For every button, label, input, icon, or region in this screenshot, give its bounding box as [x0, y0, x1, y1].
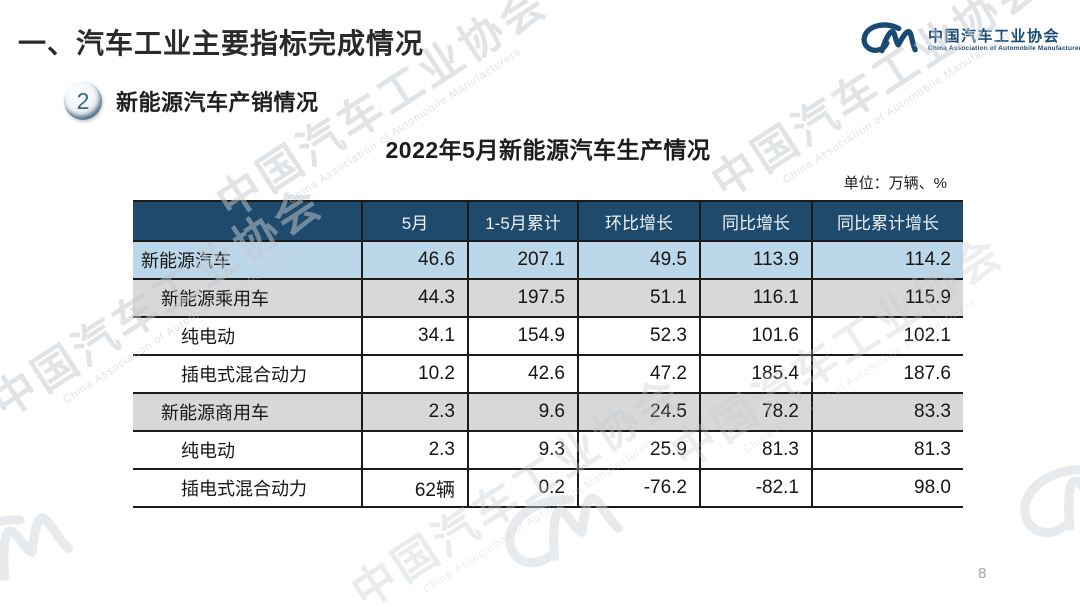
section-heading: 2 新能源汽车产销情况: [64, 82, 319, 120]
table-cell: 78.2: [699, 392, 813, 432]
table-row-commercial-phev: 插电式混合动力 62辆 0.2 -76.2 -82.1 98.0: [133, 468, 963, 508]
table-row-nev-total: 新能源汽车 46.6 207.1 49.5 113.9 114.2: [133, 240, 963, 280]
table-cell: 83.3: [811, 392, 963, 432]
table-row-passenger-bev: 纯电动 34.1 154.9 52.3 101.6 102.1: [133, 316, 963, 356]
table-cell: 81.3: [699, 430, 813, 470]
column-header-yoy-cumulative-growth: 同比累计增长: [811, 200, 963, 242]
table-cell: 116.1: [699, 278, 813, 318]
section-number-badge: 2: [64, 82, 102, 120]
column-header-cumulative: 1-5月累计: [467, 200, 579, 242]
table-cell: 24.5: [577, 392, 701, 432]
row-label: 纯电动: [133, 430, 363, 470]
table-cell: 187.6: [811, 354, 963, 394]
watermark-cm-icon: [1020, 463, 1080, 538]
table-cell: 51.1: [577, 278, 701, 318]
caam-logo-name-cn: 中国汽车工业协会: [928, 27, 1061, 45]
table-row-commercial-bev: 纯电动 2.3 9.3 25.9 81.3 81.3: [133, 430, 963, 470]
table-cell: 81.3: [811, 430, 963, 470]
table-cell: 185.4: [699, 354, 813, 394]
caam-logo-name-en: China Association of Automobile Manufact…: [928, 44, 1080, 52]
table-cell: 101.6: [699, 316, 813, 356]
column-header-yoy-growth: 同比增长: [699, 200, 813, 242]
table-cell: -76.2: [577, 468, 701, 508]
column-header-mom-growth: 环比增长: [577, 200, 701, 242]
table-cell: 98.0: [811, 468, 963, 508]
table-cell: 113.9: [699, 240, 813, 280]
table-row-nev-passenger: 新能源乘用车 44.3 197.5 51.1 116.1 115.9: [133, 278, 963, 318]
table-row-passenger-phev: 插电式混合动力 10.2 42.6 47.2 185.4 187.6: [133, 354, 963, 394]
table-cell: 42.6: [467, 354, 579, 394]
table-cell: 115.9: [811, 278, 963, 318]
caam-cm-logo-icon: [861, 22, 918, 54]
page-number: 8: [978, 565, 987, 582]
table-cell: 49.5: [577, 240, 701, 280]
caam-logo: 中国汽车工业协会 China Association of Automobile…: [858, 14, 1080, 66]
table-title: 2022年5月新能源汽车生产情况: [385, 137, 711, 163]
table-cell: 34.1: [361, 316, 469, 356]
row-label: 新能源商用车: [133, 392, 363, 432]
row-label: 插电式混合动力: [133, 354, 363, 394]
page-title: 一、汽车工业主要指标完成情况: [18, 28, 425, 59]
section-title: 新能源汽车产销情况: [116, 90, 319, 115]
table-cell: 46.6: [361, 240, 469, 280]
table-cell: 0.2: [467, 468, 579, 508]
table-cell: 9.6: [467, 392, 579, 432]
column-header-may: 5月: [361, 200, 469, 242]
table-header-row: 5月 1-5月累计 环比增长 同比增长 同比累计增长: [133, 200, 963, 242]
unit-note: 单位：万辆、%: [843, 175, 947, 192]
table-cell: 154.9: [467, 316, 579, 356]
row-label: 新能源汽车: [133, 240, 363, 280]
table-cell: 47.2: [577, 354, 701, 394]
table-cell: 10.2: [361, 354, 469, 394]
table-cell: 197.5: [467, 278, 579, 318]
table-cell: 44.3: [361, 278, 469, 318]
caam-logo-text: 中国汽车工业协会 China Association of Automobile…: [928, 28, 1080, 53]
table-cell: 2.3: [361, 392, 469, 432]
table-cell: 62辆: [361, 468, 469, 508]
table-cell: 52.3: [577, 316, 701, 356]
table-cell: 25.9: [577, 430, 701, 470]
column-header-blank: [133, 200, 363, 242]
table-cell: 102.1: [811, 316, 963, 356]
row-label: 插电式混合动力: [133, 468, 363, 508]
row-label: 纯电动: [133, 316, 363, 356]
table-cell: 114.2: [811, 240, 963, 280]
production-table: 5月 1-5月累计 环比增长 同比增长 同比累计增长 新能源汽车 46.6 20…: [133, 200, 963, 508]
table-cell: -82.1: [699, 468, 813, 508]
table-cell: 9.3: [467, 430, 579, 470]
table-cell: 2.3: [361, 430, 469, 470]
watermark-cm-icon: [0, 513, 74, 588]
row-label: 新能源乘用车: [133, 278, 363, 318]
table-row-nev-commercial: 新能源商用车 2.3 9.6 24.5 78.2 83.3: [133, 392, 963, 432]
table-cell: 207.1: [467, 240, 579, 280]
